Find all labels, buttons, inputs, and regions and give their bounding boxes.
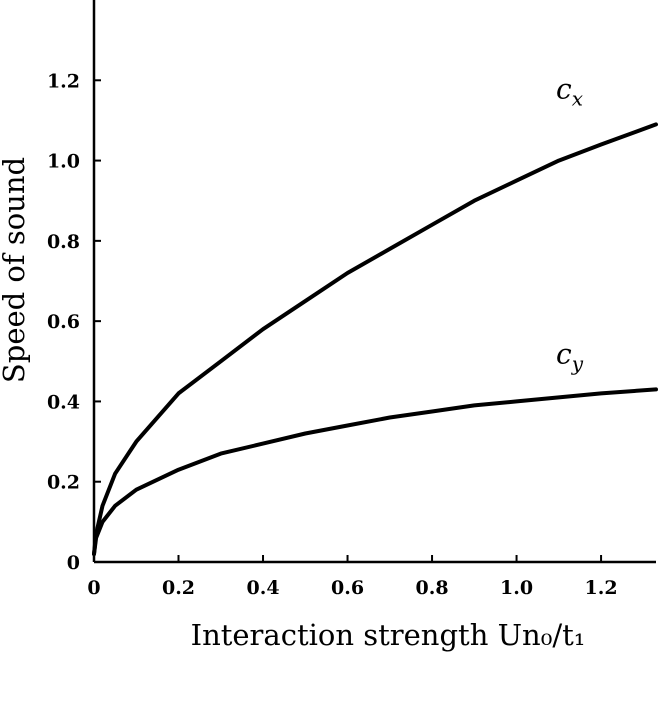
y-axis-label: Speed of sound — [0, 157, 31, 383]
y-tick-label: 0.2 — [47, 472, 80, 494]
series-line-c-y — [92, 387, 658, 556]
y-tick-label: 0.6 — [47, 311, 80, 333]
x-tick-label: 1.2 — [585, 577, 618, 599]
x-axis-label: Interaction strength Un₀/t₁ — [191, 618, 586, 652]
series-label-main: c — [556, 72, 572, 105]
y-tick-label: 1.2 — [47, 70, 80, 92]
series-label-subscript: x — [572, 86, 583, 110]
curves — [92, 122, 658, 556]
series-label-c-y: cy — [556, 337, 584, 375]
y-tick-label: 0.4 — [47, 391, 80, 413]
x-tick-label: 1.0 — [500, 577, 533, 599]
series-line-c-x — [92, 122, 658, 556]
x-tick-label: 0.2 — [162, 577, 195, 599]
ticks: 0 0.2 0.4 0.6 0.8 1.0 1.2 0 0.2 0.4 0.6 0.8 1.0 1.2 — [47, 70, 618, 599]
series-label-c-x: cx — [556, 72, 583, 110]
y-tick-label: 1.0 — [47, 151, 80, 173]
x-tick-label: 0.8 — [416, 577, 449, 599]
x-tick-label: 0.4 — [246, 577, 279, 599]
axes — [92, 0, 656, 564]
x-tick-label: 0.6 — [331, 577, 364, 599]
x-tick-label: 0 — [87, 577, 100, 599]
series-label-main: c — [556, 337, 572, 370]
y-tick-label: 0 — [67, 552, 80, 574]
series-label-subscript: y — [571, 351, 584, 375]
y-tick-label: 0.8 — [47, 231, 80, 253]
